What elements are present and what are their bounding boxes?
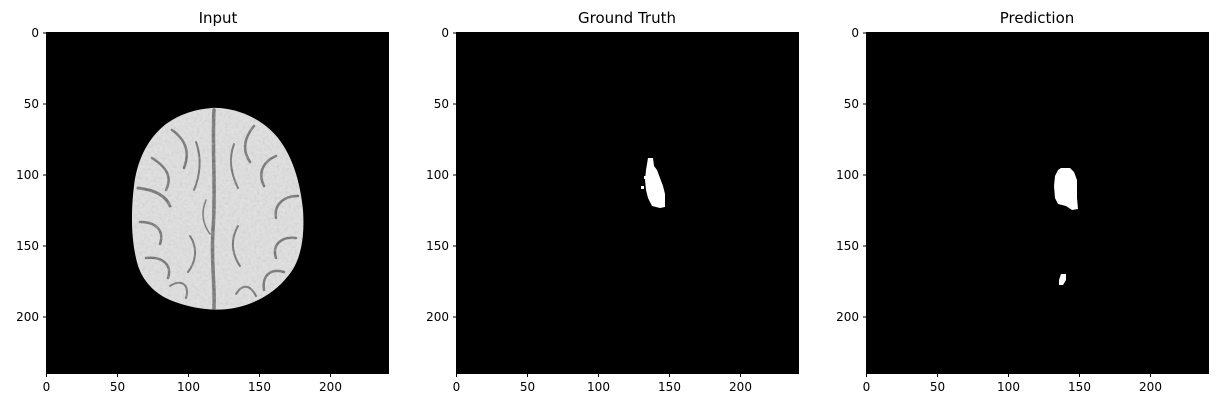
- axes-frame: [866, 32, 1209, 374]
- x-tick-label: 50: [520, 380, 535, 394]
- y-tick-label: 200: [836, 310, 859, 324]
- panel-title: Prediction: [1000, 9, 1075, 27]
- y-axis: 0 50 100 150 200: [16, 26, 47, 324]
- y-tick-label: 50: [24, 97, 39, 111]
- y-tick-label: 100: [836, 168, 859, 182]
- image-background: [456, 32, 799, 374]
- panel-input: Input: [16, 9, 389, 394]
- y-axis: 0 50 100 150 200: [836, 26, 867, 324]
- y-tick-label: 150: [836, 239, 859, 253]
- x-axis: 0 50 100 150 200: [43, 373, 342, 394]
- brain-sulci: [136, 108, 300, 310]
- x-tick-label: 150: [248, 380, 271, 394]
- x-axis: 0 50 100 150 200: [863, 373, 1162, 394]
- y-tick-label: 100: [426, 168, 449, 182]
- x-tick-label: 150: [658, 380, 681, 394]
- y-tick-label: 0: [31, 26, 39, 40]
- x-tick-label: 0: [863, 380, 871, 394]
- brain-mri-image: [131, 107, 304, 310]
- x-tick-label: 150: [1068, 380, 1091, 394]
- y-tick-label: 200: [426, 310, 449, 324]
- x-tick-label: 100: [997, 380, 1020, 394]
- image-background: [866, 32, 1209, 374]
- prediction-mask: [1054, 168, 1078, 285]
- y-tick-label: 0: [441, 26, 449, 40]
- x-tick-label: 50: [930, 380, 945, 394]
- x-tick-label: 50: [110, 380, 125, 394]
- x-tick-label: 100: [177, 380, 200, 394]
- y-tick-label: 200: [16, 310, 39, 324]
- panel-title: Ground Truth: [578, 9, 676, 27]
- x-tick-label: 200: [319, 380, 342, 394]
- x-tick-label: 0: [453, 380, 461, 394]
- x-tick-label: 200: [1139, 380, 1162, 394]
- panel-prediction: Prediction 0 50 100 150 200 0 50: [836, 9, 1209, 394]
- y-tick-label: 0: [851, 26, 859, 40]
- y-tick-label: 150: [16, 239, 39, 253]
- panel-title: Input: [199, 9, 238, 27]
- y-tick-label: 150: [426, 239, 449, 253]
- ground-truth-mask: [641, 158, 665, 208]
- y-axis: 0 50 100 150 200: [426, 26, 457, 324]
- y-tick-label: 100: [16, 168, 39, 182]
- mask-region: [1059, 274, 1066, 285]
- brain-tissue: [131, 107, 304, 310]
- mask-region: [1054, 168, 1078, 210]
- mask-pixel: [644, 176, 646, 179]
- panel-ground-truth: Ground Truth 0 50 100 150 200 0: [426, 9, 799, 394]
- axes-frame: [456, 32, 799, 374]
- mask-pixel: [641, 186, 644, 189]
- y-tick-label: 50: [434, 97, 449, 111]
- axes-frame: [46, 32, 389, 374]
- y-tick-label: 50: [844, 97, 859, 111]
- x-tick-label: 100: [587, 380, 610, 394]
- mask-region: [645, 158, 665, 208]
- x-axis: 0 50 100 150 200: [453, 373, 752, 394]
- x-tick-label: 200: [729, 380, 752, 394]
- x-tick-label: 0: [43, 380, 51, 394]
